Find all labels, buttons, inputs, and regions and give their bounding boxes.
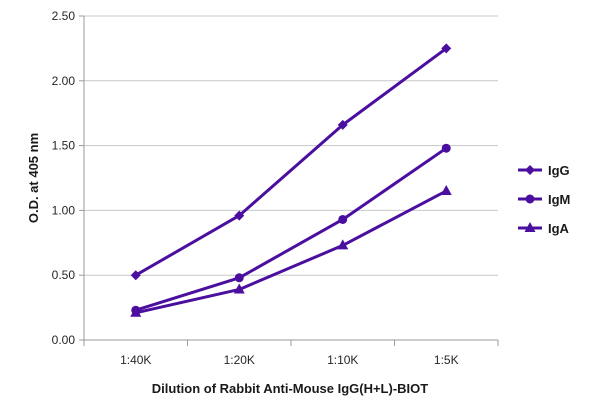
data-point-igg (441, 43, 452, 54)
x-tick-label: 1:20K (224, 353, 255, 367)
x-tick-label: 1:40K (120, 353, 151, 367)
series-line-iga (135, 189, 447, 315)
axes: 0.00 0.50 1.00 1.50 2.00 2.50 1:40K 1:20K 1:10K 1… (52, 9, 499, 367)
legend-label-igm: IgM (548, 192, 570, 207)
data-point-igm (338, 214, 348, 224)
data-point-iga (440, 184, 452, 195)
data-point-iga (337, 239, 349, 250)
data-point-igg (130, 270, 141, 281)
y-tick-label: 1.00 (52, 203, 76, 217)
data-point-igm (234, 273, 244, 283)
series-line-igm (135, 146, 448, 312)
y-tick-label: 0.00 (52, 333, 76, 347)
y-tick-label: 0.50 (52, 268, 76, 282)
y-axis-title: O.D. at 405 nm (26, 133, 41, 223)
y-tick-label: 1.50 (52, 139, 76, 153)
series-line-igg (135, 47, 448, 277)
legend-label-iga: IgA (548, 221, 570, 236)
legend-marker-igm (525, 194, 535, 204)
data-point-iga (233, 283, 245, 294)
series-group (130, 43, 452, 317)
data-point-igg (234, 210, 245, 221)
legend: IgG IgM IgA (518, 163, 570, 236)
legend-marker-igg (525, 165, 535, 175)
data-point-igg (337, 119, 348, 130)
legend-label-igg: IgG (548, 163, 570, 178)
legend-marker-iga (524, 222, 536, 232)
x-axis-title: Dilution of Rabbit Anti-Mouse IgG(H+L)-B… (152, 381, 429, 396)
y-tick-label: 2.00 (52, 74, 76, 88)
y-tick-label: 2.50 (52, 9, 76, 23)
x-tick-label: 1:5K (434, 353, 459, 367)
data-point-iga (130, 306, 142, 317)
x-tick-label: 1:10K (327, 353, 358, 367)
grid-lines (84, 15, 498, 276)
data-point-igm (441, 143, 451, 153)
